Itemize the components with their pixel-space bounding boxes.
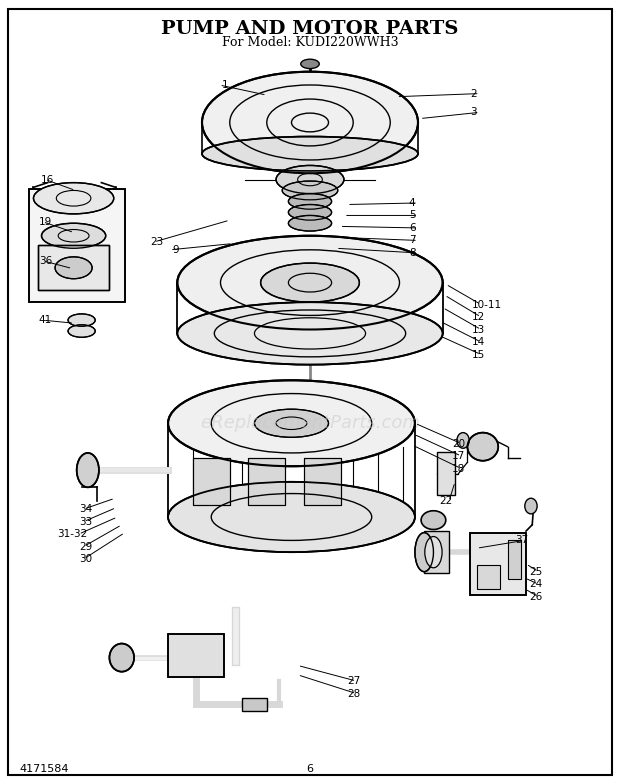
Text: 3: 3 — [471, 107, 477, 118]
Bar — [436, 452, 455, 495]
Text: 17: 17 — [452, 451, 465, 461]
Text: For Model: KUDI220WWH3: For Model: KUDI220WWH3 — [222, 35, 398, 49]
Ellipse shape — [288, 205, 332, 220]
Circle shape — [525, 499, 537, 514]
Ellipse shape — [68, 325, 95, 337]
Bar — [477, 565, 500, 589]
Text: 5: 5 — [409, 210, 415, 220]
Text: 14: 14 — [472, 337, 485, 347]
Circle shape — [457, 433, 469, 448]
Text: 31-32: 31-32 — [58, 529, 88, 539]
Ellipse shape — [282, 181, 338, 200]
Ellipse shape — [68, 314, 95, 326]
Text: 4171584: 4171584 — [20, 764, 69, 774]
Text: 23: 23 — [150, 237, 163, 247]
Text: 20: 20 — [452, 438, 465, 448]
Text: 7: 7 — [409, 235, 415, 245]
Text: 10-11: 10-11 — [472, 299, 502, 310]
Text: 6: 6 — [409, 223, 415, 233]
Text: 1: 1 — [222, 80, 229, 90]
Bar — [248, 459, 285, 505]
Ellipse shape — [42, 223, 105, 249]
Ellipse shape — [276, 165, 344, 194]
Text: 16: 16 — [41, 175, 55, 184]
Ellipse shape — [55, 257, 92, 279]
Bar — [193, 459, 230, 505]
Text: 36: 36 — [39, 256, 52, 266]
Text: 34: 34 — [79, 504, 93, 514]
Bar — [304, 459, 341, 505]
Ellipse shape — [109, 644, 134, 672]
Ellipse shape — [77, 453, 99, 488]
Text: 8: 8 — [409, 248, 415, 258]
Bar — [38, 245, 109, 290]
Bar — [168, 634, 224, 677]
Ellipse shape — [301, 60, 319, 68]
Ellipse shape — [33, 183, 113, 214]
Bar — [471, 532, 526, 595]
Ellipse shape — [288, 194, 332, 209]
Text: 12: 12 — [472, 312, 485, 322]
Bar — [248, 459, 285, 505]
Bar — [29, 189, 125, 302]
Text: 2: 2 — [471, 89, 477, 99]
Text: 18: 18 — [452, 463, 465, 474]
Text: 4: 4 — [409, 198, 415, 208]
Text: 15: 15 — [472, 350, 485, 360]
Text: 13: 13 — [472, 325, 485, 335]
Text: 9: 9 — [172, 245, 179, 255]
Text: PUMP AND MOTOR PARTS: PUMP AND MOTOR PARTS — [161, 20, 459, 38]
Bar — [29, 189, 125, 302]
Bar — [193, 459, 230, 505]
Text: 22: 22 — [440, 496, 453, 506]
Ellipse shape — [202, 71, 418, 173]
Text: 25: 25 — [529, 567, 542, 577]
Text: 19: 19 — [39, 216, 52, 227]
Text: eReplacementParts.com: eReplacementParts.com — [200, 414, 420, 432]
Text: 33: 33 — [79, 517, 93, 527]
Bar — [471, 532, 526, 595]
Text: 37: 37 — [515, 535, 528, 546]
Bar — [38, 245, 109, 290]
Text: 27: 27 — [347, 676, 360, 686]
Ellipse shape — [415, 532, 433, 572]
Ellipse shape — [421, 510, 446, 529]
Ellipse shape — [177, 302, 443, 365]
Text: 6: 6 — [306, 764, 314, 774]
Text: 24: 24 — [529, 579, 542, 590]
Ellipse shape — [467, 433, 498, 461]
Ellipse shape — [202, 136, 418, 171]
Ellipse shape — [177, 236, 443, 329]
Ellipse shape — [168, 380, 415, 466]
Ellipse shape — [288, 216, 332, 231]
Bar — [242, 699, 267, 711]
Ellipse shape — [260, 263, 360, 302]
Ellipse shape — [425, 536, 442, 568]
Bar — [424, 531, 449, 573]
Text: 30: 30 — [79, 554, 93, 564]
Text: 29: 29 — [79, 542, 93, 552]
Text: 28: 28 — [347, 688, 360, 699]
Ellipse shape — [254, 409, 329, 437]
Bar — [168, 634, 224, 677]
Text: 26: 26 — [529, 592, 542, 601]
Bar — [508, 540, 521, 579]
Ellipse shape — [168, 482, 415, 552]
Text: 41: 41 — [39, 315, 52, 325]
Bar — [304, 459, 341, 505]
